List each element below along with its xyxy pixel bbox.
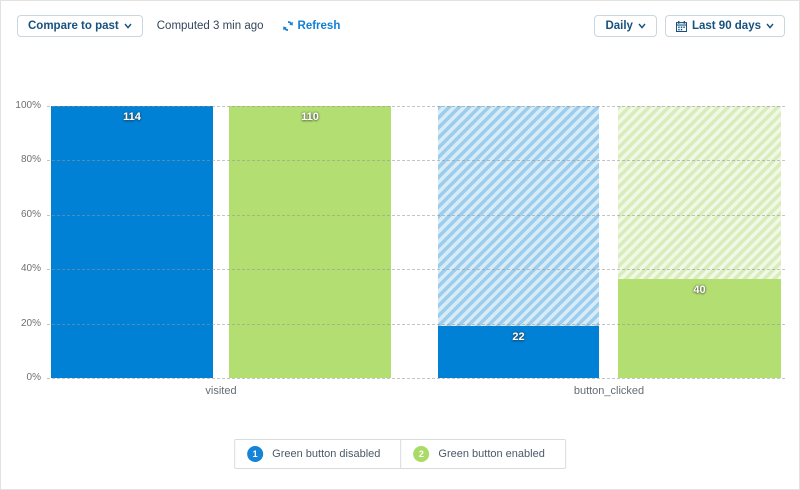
y-tick-60: 60%	[20, 209, 41, 220]
bar-visited-series2[interactable]: 110	[229, 106, 391, 378]
toolbar: Compare to past Computed 3 min ago Refre…	[17, 13, 785, 39]
chevron-down-icon	[124, 23, 132, 29]
interval-label: Daily	[605, 20, 633, 32]
x-label-visited: visited	[205, 385, 237, 397]
compare-to-past-button[interactable]: Compare to past	[17, 15, 143, 37]
legend-item-series1[interactable]: 1 Green button disabled	[235, 440, 400, 468]
calendar-icon	[675, 20, 687, 32]
date-range-dropdown-button[interactable]: Last 90 days	[664, 15, 785, 37]
date-range-label: Last 90 days	[691, 20, 761, 32]
y-tick-20: 20%	[20, 318, 41, 329]
y-tick-40: 40%	[20, 263, 41, 274]
y-tick-100: 100%	[15, 100, 41, 111]
bar-button-clicked-series1[interactable]: 22	[438, 326, 599, 378]
y-tick-80: 80%	[20, 154, 41, 165]
bar-value: 40	[693, 284, 706, 296]
bar-value: 110	[301, 111, 319, 123]
chevron-down-icon	[638, 23, 646, 29]
y-tick-0: 0%	[26, 372, 41, 383]
compare-to-past-label: Compare to past	[28, 20, 119, 32]
legend-label: Green button disabled	[272, 448, 381, 460]
bar-value: 22	[512, 331, 525, 343]
toolbar-right: Daily Last 90 days	[594, 15, 785, 37]
chevron-down-icon	[766, 23, 774, 29]
interval-dropdown-button[interactable]: Daily	[594, 15, 657, 37]
refresh-link[interactable]: Refresh	[282, 20, 341, 32]
bar-value: 114	[123, 111, 141, 123]
bar-button-clicked-series1-unconverted[interactable]	[438, 106, 599, 326]
bar-button-clicked-series2[interactable]: 40	[618, 279, 781, 378]
computed-timestamp: Computed 3 min ago	[156, 20, 264, 32]
series1-dot-icon: 1	[247, 446, 264, 462]
legend: 1 Green button disabled 2 Green button e…	[234, 439, 566, 469]
bar-button-clicked-series2-unconverted[interactable]	[618, 106, 781, 279]
series2-dot-icon: 2	[413, 446, 430, 462]
x-label-button-clicked: button_clicked	[573, 385, 645, 397]
legend-label: Green button enabled	[438, 448, 545, 460]
refresh-icon	[282, 21, 293, 31]
refresh-label: Refresh	[297, 20, 341, 32]
legend-item-series2[interactable]: 2 Green button enabled	[400, 440, 564, 468]
bar-visited-series1[interactable]: 114	[51, 106, 213, 378]
